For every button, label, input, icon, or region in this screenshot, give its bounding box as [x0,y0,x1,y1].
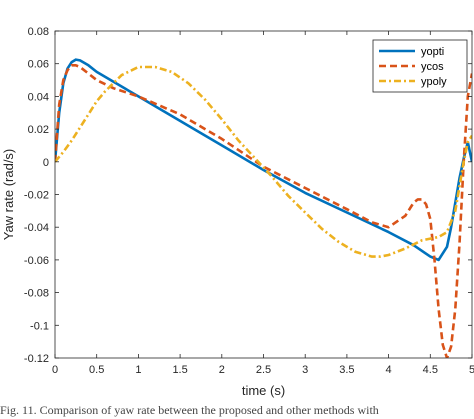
legend-box [372,39,468,93]
series-line-yopti [55,58,472,262]
x-tick-label: 2.5 [256,364,271,376]
y-axis-ticks: 0.08 0.06 0.04 0.02 0 -0.02 -0.04 -0.06 -0.08 -0.… [24,26,472,365]
figure-caption: Fig. 11. Comparison of yaw rate between … [0,403,379,417]
y-tick-label: -0.02 [24,190,49,202]
x-tick-label: 0 [52,364,58,376]
series-line-ycos [55,64,472,358]
x-tick-label: 1 [135,364,141,376]
y-tick-label: 0 [43,157,49,169]
x-tick-label: 0.5 [89,364,104,376]
legend-label-ypoly: ypoly [421,76,447,88]
y-tick-label: 0.02 [28,124,49,136]
x-axis-ticks: 0 0.5 1 1.5 2 2.5 3 3.5 4 4.5 5 [52,31,474,376]
series-layer [55,58,472,358]
legend: yopti ycos ypoly [372,39,468,93]
y-tick-label: 0.04 [28,91,49,103]
x-tick-label: 3 [302,364,308,376]
y-tick-label: -0.04 [24,222,49,234]
y-tick-label: -0.12 [24,353,49,365]
y-tick-label: -0.1 [30,320,49,332]
legend-label-yopti: yopti [421,46,444,58]
legend-label-ycos: ycos [421,61,444,73]
x-tick-label: 3.5 [339,364,354,376]
x-axis-label: time (s) [242,383,285,398]
y-axis-label: Yaw rate (rad/s) [1,149,16,241]
x-tick-label: 4 [386,364,392,376]
yaw-rate-chart: 0 0.5 1 1.5 2 2.5 3 3.5 4 4.5 5 0.080.060.040.020-… [1,26,474,398]
series-line-ypoly [55,65,472,258]
x-tick-label: 1.5 [172,364,187,376]
x-tick-label: 5 [469,364,474,376]
y-tick-label: -0.06 [24,255,49,267]
y-tick-label: 0.06 [28,59,49,71]
y-tick-label: 0.08 [28,26,49,38]
x-tick-label: 2 [219,364,225,376]
x-tick-label: 4.5 [423,364,438,376]
y-tick-label: -0.08 [24,288,49,300]
